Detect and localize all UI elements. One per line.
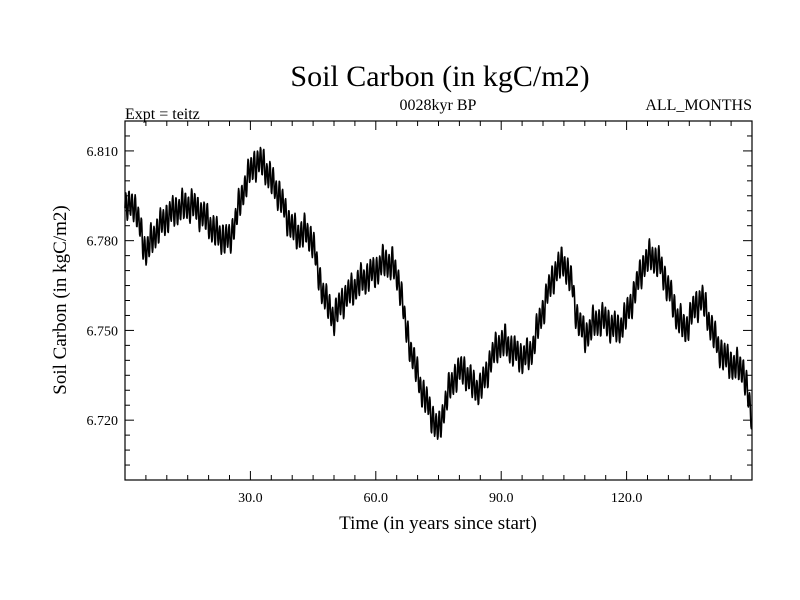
x-tick-label: 90.0 xyxy=(489,491,514,506)
expt-label: Expt = teitz xyxy=(125,106,200,123)
y-tick-label: 6.780 xyxy=(87,235,119,250)
chart-title: Soil Carbon (in kgC/m2) xyxy=(290,60,589,93)
x-tick-label: 30.0 xyxy=(238,491,263,506)
y-tick-label: 6.750 xyxy=(87,324,119,339)
x-axis-ticks: 30.0 60.0 90.0 120.0 xyxy=(238,121,642,506)
period-label: 0028kyr BP xyxy=(400,97,477,114)
y-axis-label: Soil Carbon (in kgC/m2) xyxy=(50,205,71,394)
x-axis-label: Time (in years since start) xyxy=(339,513,537,534)
y-tick-label: 6.810 xyxy=(87,145,119,160)
x-tick-label: 120.0 xyxy=(611,491,643,506)
x-tick-label: 60.0 xyxy=(364,491,389,506)
y-tick-label: 6.720 xyxy=(87,414,119,429)
series-line xyxy=(124,146,753,440)
months-label: ALL_MONTHS xyxy=(645,97,752,114)
y-axis-ticks: 6.720 6.750 6.780 6.810 xyxy=(87,145,752,429)
